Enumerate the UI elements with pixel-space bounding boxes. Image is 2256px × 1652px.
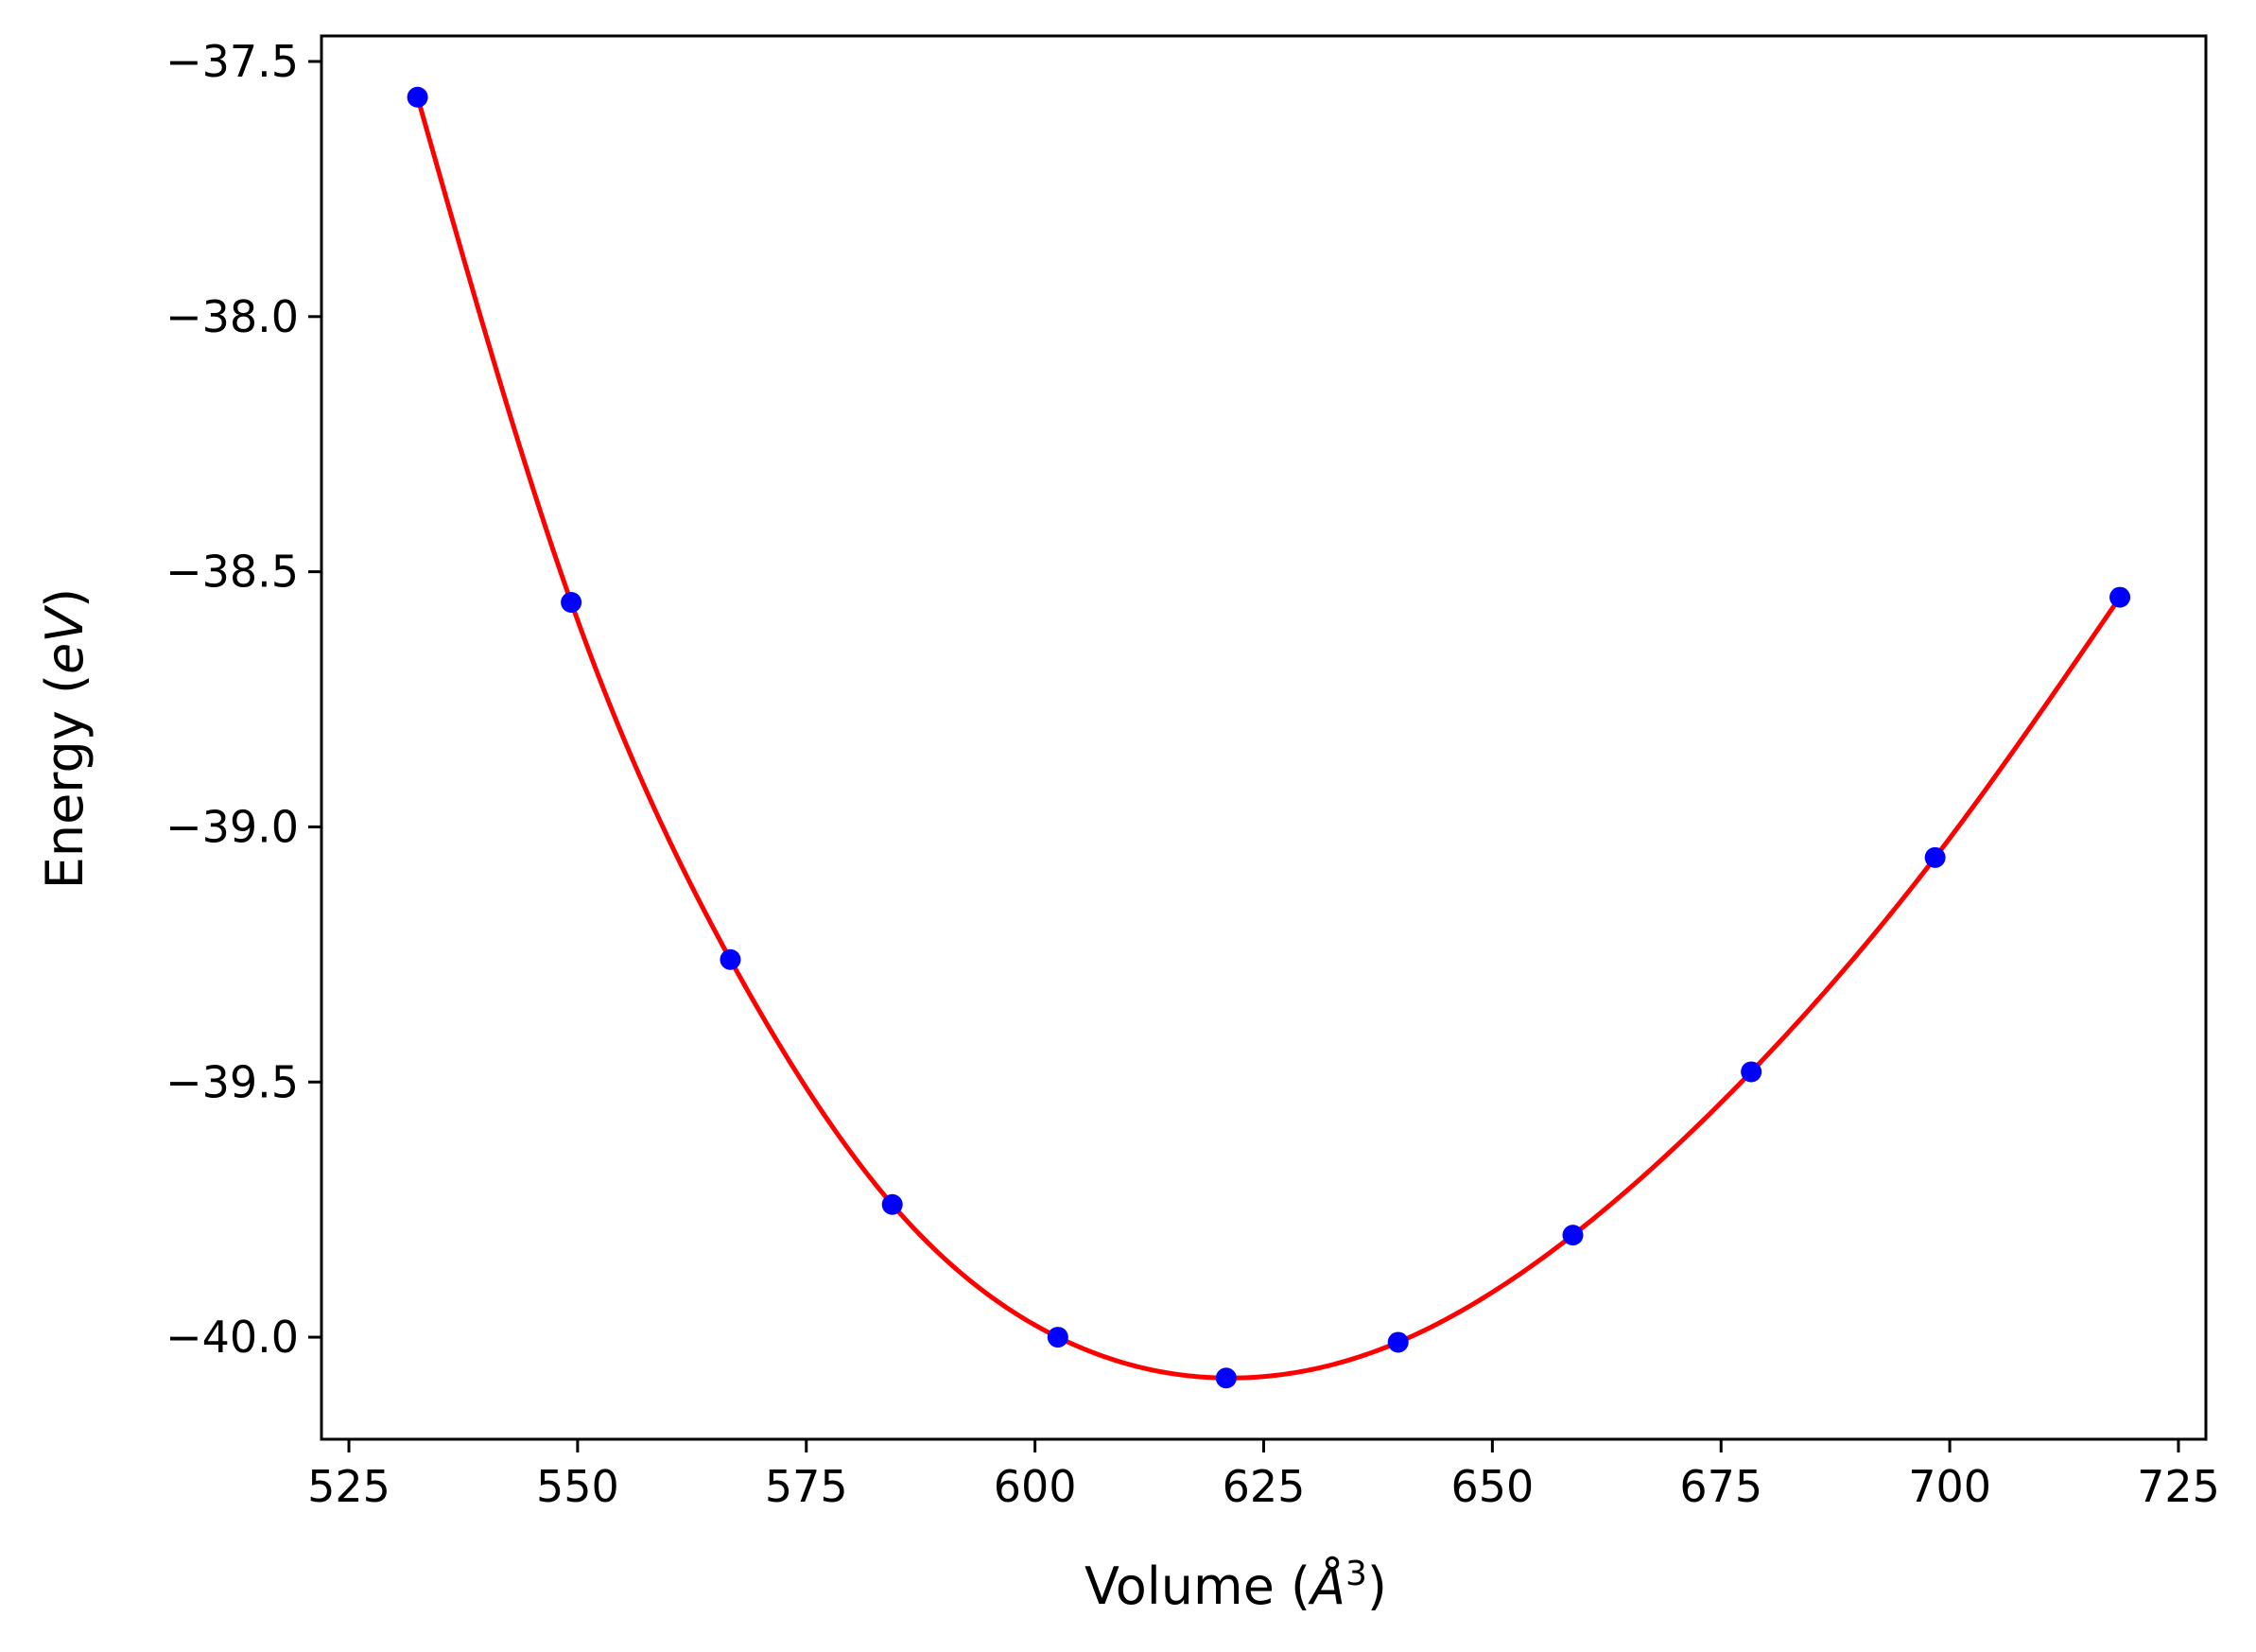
y-tick-label: −40.0	[165, 1312, 299, 1363]
x-tick-label: 550	[536, 1461, 619, 1512]
data-point	[1741, 1061, 1762, 1083]
data-point	[720, 948, 741, 970]
y-axis-ticks: −37.5 −38.0 −38.5 −39.0 −39.5 −40.0	[165, 36, 321, 1363]
data-point	[407, 86, 428, 108]
plot-frame	[320, 34, 2208, 1441]
data-points-layer	[407, 86, 2131, 1389]
y-tick-label: −39.5	[165, 1056, 299, 1107]
fit-curve-line	[415, 96, 2123, 1381]
x-axis-ticks: 525 550 575 600 625 650 675 700 725	[307, 1439, 2220, 1512]
x-tick-label: 700	[1908, 1461, 1991, 1512]
y-tick-label: −37.5	[165, 36, 299, 87]
x-tick-label: 725	[2137, 1461, 2220, 1512]
y-tick-label: −38.0	[165, 291, 299, 342]
data-point	[1047, 1327, 1068, 1348]
x-tick-label: 600	[994, 1461, 1077, 1512]
x-tick-label: 625	[1223, 1461, 1306, 1512]
data-point	[1562, 1225, 1584, 1246]
data-point	[1387, 1331, 1409, 1353]
x-tick-label: 525	[307, 1461, 390, 1512]
data-point	[881, 1193, 903, 1215]
data-point	[2109, 586, 2131, 608]
fit-curve-layer	[415, 96, 2123, 1381]
x-tick-label: 650	[1450, 1461, 1534, 1512]
data-point	[561, 591, 582, 613]
y-tick-label: −39.0	[165, 801, 299, 852]
y-tick-label: −38.5	[165, 547, 299, 598]
x-tick-label: 575	[765, 1461, 848, 1512]
x-tick-label: 675	[1679, 1461, 1762, 1512]
x-axis-label: Volume (Å3)	[1085, 1555, 1387, 1616]
y-axis-label: Energy (eV)	[35, 588, 95, 890]
data-point	[1215, 1367, 1237, 1389]
data-point	[1924, 846, 1946, 868]
